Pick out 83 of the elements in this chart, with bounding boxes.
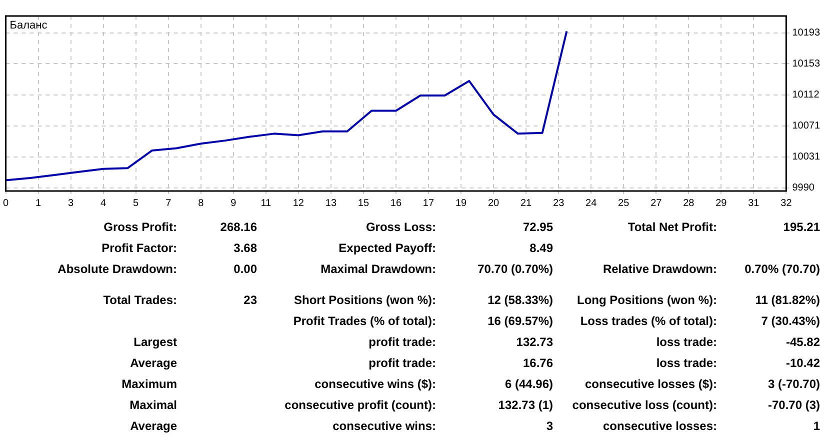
y-tick-label: 9990 <box>792 182 815 194</box>
text: Maximal Drawdown: <box>320 262 436 276</box>
y-tick-label: 10153 <box>792 58 820 70</box>
text: -10.42 <box>786 356 820 370</box>
text: 70.70 (0.70%) <box>478 262 553 276</box>
y-tick-label: 10112 <box>792 90 820 101</box>
text: Absolute Drawdown: <box>58 262 177 276</box>
text: Short Positions (won %): <box>294 293 436 307</box>
text: -45.82 <box>786 335 820 349</box>
text: 16 (69.57%) <box>488 314 553 328</box>
x-tick-label: 13 <box>325 198 337 209</box>
x-tick-label: 27 <box>650 198 662 209</box>
text: consecutive wins ($): <box>314 377 436 391</box>
x-tick-label: 20 <box>488 198 500 209</box>
x-tick-label: 31 <box>748 198 760 209</box>
x-tick-label: 8 <box>198 198 204 209</box>
text: 268.16 <box>220 220 257 234</box>
x-tick-label: 12 <box>292 198 304 209</box>
x-tick-label: 9 <box>230 198 237 209</box>
text: 0.70% (70.70) <box>744 262 820 276</box>
text: 11 (81.82%) <box>755 293 820 307</box>
text: Profit Trades (% of total): <box>293 314 436 328</box>
text: Loss trades (% of total): <box>580 314 717 328</box>
text: Long Positions (won %): <box>577 293 717 307</box>
text: Average <box>130 419 177 433</box>
text: 7 (30.43%) <box>761 314 820 328</box>
x-tick-label: 19 <box>455 198 468 209</box>
x-tick-label: 25 <box>618 198 630 209</box>
text: consecutive losses ($): <box>584 377 717 391</box>
text: 6 (44.96) <box>504 377 553 391</box>
x-tick-label: 29 <box>716 198 728 209</box>
text: 3 (-70.70) <box>768 377 820 391</box>
x-tick-label: 7 <box>166 198 172 209</box>
text: 195.21 <box>783 220 820 234</box>
x-tick-label: 5 <box>133 198 140 209</box>
text: Maximum <box>122 377 177 391</box>
y-tick-label: 10071 <box>792 120 820 132</box>
text: Gross Profit: <box>104 220 177 234</box>
x-tick-label: 1 <box>36 198 42 209</box>
text: consecutive losses: <box>602 419 717 433</box>
text: 12 (58.33%) <box>488 293 553 307</box>
x-tick-label: 28 <box>683 198 695 209</box>
x-tick-label: 3 <box>68 198 74 209</box>
text: 3.68 <box>234 241 257 255</box>
text: profit trade: <box>368 335 436 349</box>
x-tick-label: 23 <box>553 198 565 209</box>
text: consecutive loss (count): <box>572 398 717 412</box>
x-tick-label: 0 <box>3 198 9 209</box>
y-tick-label: 10193 <box>792 28 820 39</box>
text: consecutive profit (count): <box>284 398 436 412</box>
text: 16.76 <box>522 356 553 370</box>
text: 3 <box>546 419 553 433</box>
text: Profit Factor: <box>102 241 177 255</box>
text: 8.49 <box>530 241 553 255</box>
x-tick-label: 15 <box>358 198 370 209</box>
text: 72.95 <box>522 220 553 234</box>
text: Largest <box>134 335 177 349</box>
text: Expected Payoff: <box>338 241 436 255</box>
text: 1 <box>813 419 820 433</box>
text: Maximal <box>130 398 177 412</box>
text: Relative Drawdown: <box>602 262 717 276</box>
text: loss trade: <box>656 335 717 349</box>
x-tick-label: 17 <box>422 198 434 209</box>
text: Total Trades: <box>103 293 177 307</box>
x-tick-label: 32 <box>780 198 792 209</box>
text: profit trade: <box>368 356 436 370</box>
text: 23 <box>244 293 257 307</box>
text: consecutive wins: <box>332 419 436 433</box>
text: Gross Loss: <box>366 220 436 234</box>
text: loss trade: <box>656 356 717 370</box>
text: -70.70 (3) <box>768 398 820 412</box>
text: 132.73 <box>516 335 553 349</box>
text: 132.73 (1) <box>498 398 553 412</box>
x-tick-label: 4 <box>100 198 107 209</box>
x-tick-label: 21 <box>520 198 532 209</box>
x-tick-label: 16 <box>390 198 402 209</box>
text: Баланс <box>10 20 48 32</box>
text: 0.00 <box>234 262 257 276</box>
y-tick-label: 10031 <box>792 152 820 163</box>
x-tick-label: 24 <box>586 198 598 209</box>
text: Average <box>130 356 177 370</box>
x-tick-label: 11 <box>260 198 272 209</box>
text: Total Net Profit: <box>628 220 717 234</box>
